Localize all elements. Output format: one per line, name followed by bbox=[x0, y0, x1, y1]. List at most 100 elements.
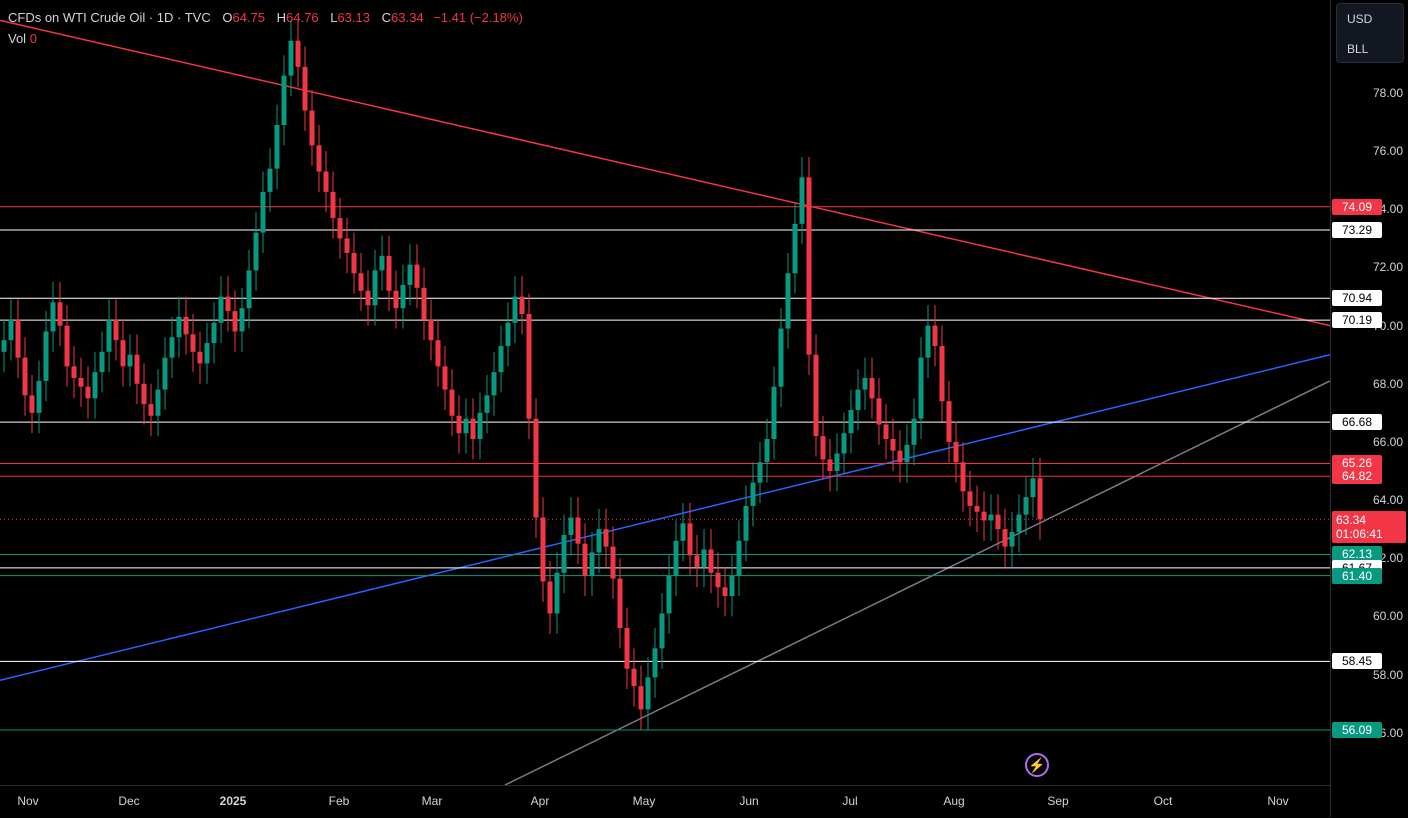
candle-body bbox=[806, 177, 812, 355]
time-tick-label: Apr bbox=[530, 794, 550, 808]
candle-body bbox=[1023, 497, 1029, 515]
candle-body bbox=[358, 273, 364, 291]
candle-body bbox=[386, 255, 392, 291]
candle-body bbox=[288, 40, 294, 76]
level-price-tag: 74.09 bbox=[1332, 198, 1382, 215]
candle-body bbox=[827, 459, 833, 471]
time-tick-label: Feb bbox=[328, 794, 350, 808]
candle-body bbox=[337, 218, 343, 239]
candle-body bbox=[330, 191, 336, 219]
candle-body bbox=[512, 296, 518, 323]
candle-body bbox=[351, 252, 357, 274]
candle-body bbox=[274, 125, 280, 169]
candle-body bbox=[295, 40, 301, 67]
candle-body bbox=[743, 505, 749, 541]
candle-body bbox=[50, 302, 56, 332]
price-tick-label: 58.00 bbox=[1372, 667, 1403, 682]
candle-body bbox=[57, 302, 63, 326]
level-price-tag: 66.68 bbox=[1332, 414, 1382, 431]
high-value: 64.76 bbox=[286, 10, 319, 25]
candle-body bbox=[344, 238, 350, 253]
candle-body bbox=[729, 575, 735, 597]
price-tick-label: 66.00 bbox=[1372, 434, 1403, 449]
candle-body bbox=[645, 677, 651, 710]
candle-body bbox=[456, 415, 462, 434]
candle-body bbox=[477, 412, 483, 440]
candle-body bbox=[64, 325, 70, 367]
candle-body bbox=[281, 75, 287, 126]
candle-body bbox=[694, 555, 700, 567]
lightning-icon[interactable]: ⚡ bbox=[1025, 753, 1049, 777]
candle-body bbox=[190, 334, 196, 352]
candle-body bbox=[967, 491, 973, 506]
candle-body bbox=[225, 296, 231, 312]
candle-body bbox=[120, 340, 126, 367]
candle-body bbox=[302, 66, 308, 111]
candle-body bbox=[687, 523, 693, 556]
currency-unit-box[interactable]: USD BLL bbox=[1336, 3, 1404, 63]
candle-body bbox=[624, 628, 630, 669]
candle-body bbox=[862, 377, 868, 390]
candle-body bbox=[169, 337, 175, 358]
candle-body bbox=[848, 409, 854, 434]
bar-countdown: 01:06:41 bbox=[1336, 527, 1383, 542]
candle-body bbox=[239, 308, 245, 332]
candle-body bbox=[400, 284, 406, 309]
candle-body bbox=[659, 613, 665, 649]
candle-body bbox=[421, 287, 427, 320]
candle-body bbox=[974, 505, 980, 512]
level-price-tag: 73.29 bbox=[1332, 221, 1382, 238]
candle-body bbox=[652, 648, 658, 678]
candle-body bbox=[470, 418, 476, 440]
candle-body bbox=[1002, 529, 1008, 547]
candle-body bbox=[204, 343, 210, 364]
close-key: C bbox=[381, 10, 392, 25]
low-key: L bbox=[330, 10, 338, 25]
candle-body bbox=[750, 482, 756, 506]
candle-body bbox=[834, 453, 840, 471]
candle-body bbox=[414, 264, 420, 288]
time-axis[interactable]: Nov Dec 2025 Feb Mar Apr May Jun Jul Aug Sep Oct Nov bbox=[0, 785, 1330, 818]
candle-body bbox=[995, 514, 1001, 530]
candle-body bbox=[792, 223, 798, 274]
candle-body bbox=[799, 177, 805, 224]
candle-body bbox=[71, 366, 77, 378]
time-tick-label: Dec bbox=[118, 794, 140, 808]
level-price-tag: 61.40 bbox=[1332, 567, 1382, 584]
currency-label[interactable]: USD bbox=[1347, 12, 1373, 26]
candle-body bbox=[946, 401, 952, 442]
candle-body bbox=[260, 191, 266, 233]
level-price-tag: 56.09 bbox=[1332, 722, 1382, 739]
candle-body bbox=[953, 441, 959, 463]
candle-body bbox=[589, 552, 595, 576]
candle-body bbox=[29, 395, 35, 413]
candle-body bbox=[722, 587, 728, 597]
candle-body bbox=[372, 270, 378, 306]
price-chart-area[interactable] bbox=[0, 0, 1330, 785]
candle-body bbox=[484, 395, 490, 413]
candle-body bbox=[407, 264, 413, 285]
unit-label[interactable]: BLL bbox=[1347, 42, 1369, 56]
candle-body bbox=[309, 110, 315, 146]
time-tick-label: 2025 bbox=[219, 794, 247, 808]
candle-body bbox=[680, 523, 686, 541]
time-tick-label: Nov bbox=[1267, 794, 1289, 808]
price-tick-label: 60.00 bbox=[1372, 609, 1403, 624]
candle-body bbox=[463, 418, 469, 434]
open-key: O bbox=[222, 10, 233, 25]
candle-body bbox=[526, 314, 532, 419]
red-trendline bbox=[0, 19, 1330, 327]
candle-body bbox=[442, 366, 448, 390]
candle-body bbox=[876, 398, 882, 425]
candle-body bbox=[988, 514, 994, 521]
symbol-legend: CFDs on WTI Crude Oil · 1D · TVC O64.75 … bbox=[8, 10, 523, 25]
candle-body bbox=[323, 171, 329, 192]
level-price-tag: 62.13 bbox=[1332, 546, 1382, 563]
price-axis[interactable]: 56.00 58.00 60.00 62.00 64.00 66.00 68.00 70.00… bbox=[1330, 0, 1408, 817]
candle-body bbox=[106, 319, 112, 352]
candle-body bbox=[365, 290, 371, 306]
candle-body bbox=[393, 290, 399, 309]
time-tick-label: Aug bbox=[943, 794, 965, 808]
candle-body bbox=[176, 316, 182, 338]
candle-body bbox=[631, 668, 637, 687]
